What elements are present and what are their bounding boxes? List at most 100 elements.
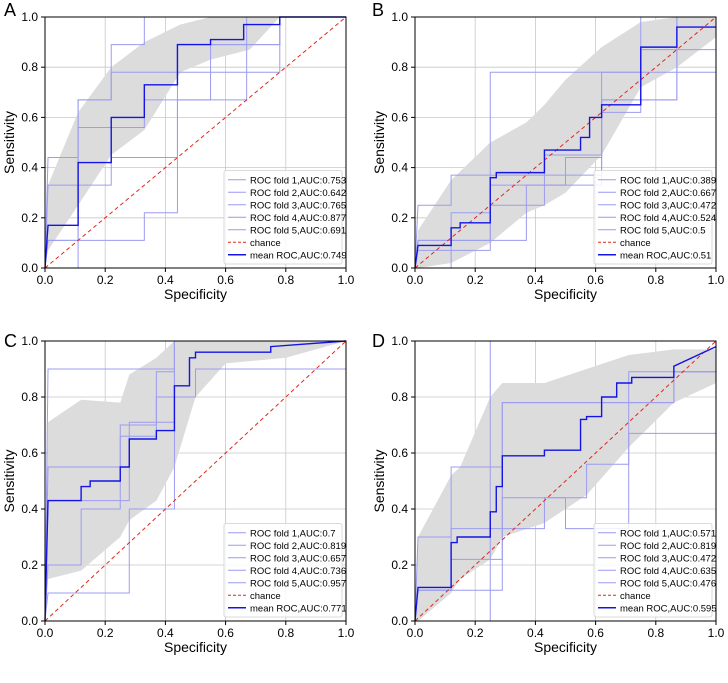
legend-entry-fold-1-label: ROC fold 1,AUC:0.753: [250, 175, 346, 186]
y-tick-label: 0.8: [21, 60, 38, 74]
axes-frame: [414, 16, 717, 269]
y-tick-label: 0.6: [391, 446, 408, 460]
mean-roc-line: [414, 345, 717, 622]
x-axis-label: Specificity: [164, 286, 227, 302]
x-tick-label: 1.0: [338, 273, 355, 287]
mean-roc-line: [414, 26, 716, 269]
x-tick-label: 0.8: [277, 273, 294, 287]
legend-entry-fold-5-label: ROC fold 5,AUC:0.691: [250, 225, 346, 236]
x-tick-label: 0.0: [407, 273, 424, 287]
y-tick-label: 0.4: [391, 502, 408, 516]
x-tick-label: 0.0: [37, 273, 54, 287]
x-tick-label: 0.4: [527, 273, 544, 287]
chance-line: [414, 16, 717, 269]
y-tick-label: 0.4: [21, 161, 38, 175]
x-tick-label: 0.8: [277, 626, 294, 640]
y-tick-label: 1.0: [391, 334, 408, 348]
y-tick-label: 0.2: [21, 211, 38, 225]
x-tick-label: 0.6: [217, 273, 234, 287]
legend-entry-fold-5-label: ROC fold 5,AUC:0.5: [620, 225, 706, 236]
y-tick-label: 0.6: [21, 110, 38, 124]
panel-d: D 0.0 0.2 0.4 0.6 0.8 1.0 0.0 0.2 0.4 0.6 0.8 1.0 Spe…: [371, 331, 725, 655]
legend-entry-fold-1-label: ROC fold 1,AUC:0.7: [250, 528, 336, 539]
legend-box: [593, 170, 713, 265]
legend-entry-fold-2-label: ROC fold 2,AUC:0.667: [620, 188, 716, 199]
legend-entry-mean-label: mean ROC,AUC:0.749: [250, 250, 347, 261]
x-tick-label: 1.0: [338, 626, 355, 640]
panel-letter: C: [4, 331, 17, 351]
x-tick-label: 0.4: [527, 626, 544, 640]
legend-entry-fold-4-label: ROC fold 4,AUC:0.524: [620, 213, 716, 224]
y-axis-label: Sensitivity: [1, 449, 17, 512]
y-tick-label: 0.2: [391, 211, 408, 225]
legend-entry-fold-2-label: ROC fold 2,AUC:0.819: [620, 541, 716, 552]
legend-entry-fold-1-label: ROC fold 1,AUC:0.571: [620, 528, 716, 539]
y-tick-label: 1.0: [21, 334, 38, 348]
y-tick-label: 0.8: [391, 60, 408, 74]
legend-entry-fold-1-label: ROC fold 1,AUC:0.389: [620, 175, 716, 186]
y-tick-label: 0.0: [21, 261, 38, 275]
axes-frame: [44, 340, 347, 622]
legend-entry-fold-4-label: ROC fold 4,AUC:0.736: [250, 566, 346, 577]
legend-entry-chance-label: chance: [620, 591, 651, 602]
x-tick-label: 0.2: [467, 273, 484, 287]
y-tick-label: 0.4: [21, 502, 38, 516]
x-tick-label: 0.2: [97, 273, 114, 287]
legend-entry-mean-label: mean ROC,AUC:0.51: [620, 250, 711, 261]
legend-entry-chance-label: chance: [250, 238, 281, 249]
legend-entry-fold-2-label: ROC fold 2,AUC:0.819: [250, 541, 346, 552]
y-tick-label: 0.2: [21, 558, 38, 572]
y-tick-label: 0.0: [391, 614, 408, 628]
x-tick-label: 0.0: [37, 626, 54, 640]
x-tick-label: 1.0: [708, 273, 725, 287]
panel-a: A 0.0 0.2 0.4 0.6 0.8 1.0 0.0 0.2 0.4 0.6 0.8 1.0 Spe…: [1, 0, 355, 302]
x-axis-label: Specificity: [164, 639, 227, 655]
roc-fold-2-line: [44, 368, 346, 622]
legend-entry-fold-3-label: ROC fold 3,AUC:0.657: [250, 553, 346, 564]
legend: ROC fold 1,AUC:0.389 ROC fold 2,AUC:0.667…: [593, 170, 716, 265]
x-tick-label: 0.2: [467, 626, 484, 640]
chance-line: [44, 16, 347, 269]
panel-c: C 0.0 0.2 0.4 0.6 0.8 1.0 0.0 0.2 0.4 0.6 0.8 1.0 Spe…: [1, 331, 355, 655]
legend-box: [223, 523, 343, 618]
legend-entry-mean-label: mean ROC,AUC:0.771: [250, 603, 347, 614]
x-tick-label: 0.4: [157, 273, 174, 287]
legend-box: [593, 523, 713, 618]
panel-letter: A: [4, 0, 16, 20]
legend-entry-fold-3-label: ROC fold 3,AUC:0.765: [250, 200, 346, 211]
y-axis-label: Sensitivity: [1, 111, 17, 174]
legend-entry-fold-3-label: ROC fold 3,AUC:0.472: [620, 553, 716, 564]
x-axis-label: Specificity: [534, 286, 597, 302]
legend-entry-fold-3-label: ROC fold 3,AUC:0.472: [620, 200, 716, 211]
legend-entry-chance-label: chance: [250, 591, 281, 602]
y-tick-label: 0.2: [391, 558, 408, 572]
y-tick-label: 0.6: [21, 446, 38, 460]
x-tick-label: 0.8: [647, 626, 664, 640]
x-tick-label: 0.6: [587, 273, 604, 287]
chance-line: [414, 340, 717, 622]
y-tick-label: 0.6: [391, 110, 408, 124]
panel-b: B 0.0 0.2 0.4 0.6 0.8 1.0 0.0 0.2 0.4 0.6 0.8 1.0 Spe…: [371, 0, 725, 302]
roc-fold-5-line: [414, 432, 716, 622]
y-tick-label: 1.0: [21, 10, 38, 24]
x-tick-label: 0.0: [407, 626, 424, 640]
panel-letter: B: [372, 0, 384, 20]
std-band: [45, 341, 346, 621]
std-band: [45, 17, 346, 268]
legend: ROC fold 1,AUC:0.571 ROC fold 2,AUC:0.819…: [593, 523, 717, 618]
axes-frame: [414, 340, 717, 622]
x-tick-label: 0.2: [97, 626, 114, 640]
panel-letter: D: [372, 331, 385, 351]
legend-entry-mean-label: mean ROC,AUC:0.595: [620, 603, 717, 614]
legend-entry-fold-4-label: ROC fold 4,AUC:0.877: [250, 213, 346, 224]
legend-entry-fold-2-label: ROC fold 2,AUC:0.642: [250, 188, 346, 199]
y-tick-label: 0.0: [391, 261, 408, 275]
y-tick-label: 0.8: [391, 390, 408, 404]
legend-entry-fold-5-label: ROC fold 5,AUC:0.476: [620, 578, 716, 589]
x-axis-label: Specificity: [534, 639, 597, 655]
x-tick-label: 0.6: [587, 626, 604, 640]
mean-roc-line: [44, 16, 346, 269]
chance-line: [44, 340, 347, 622]
